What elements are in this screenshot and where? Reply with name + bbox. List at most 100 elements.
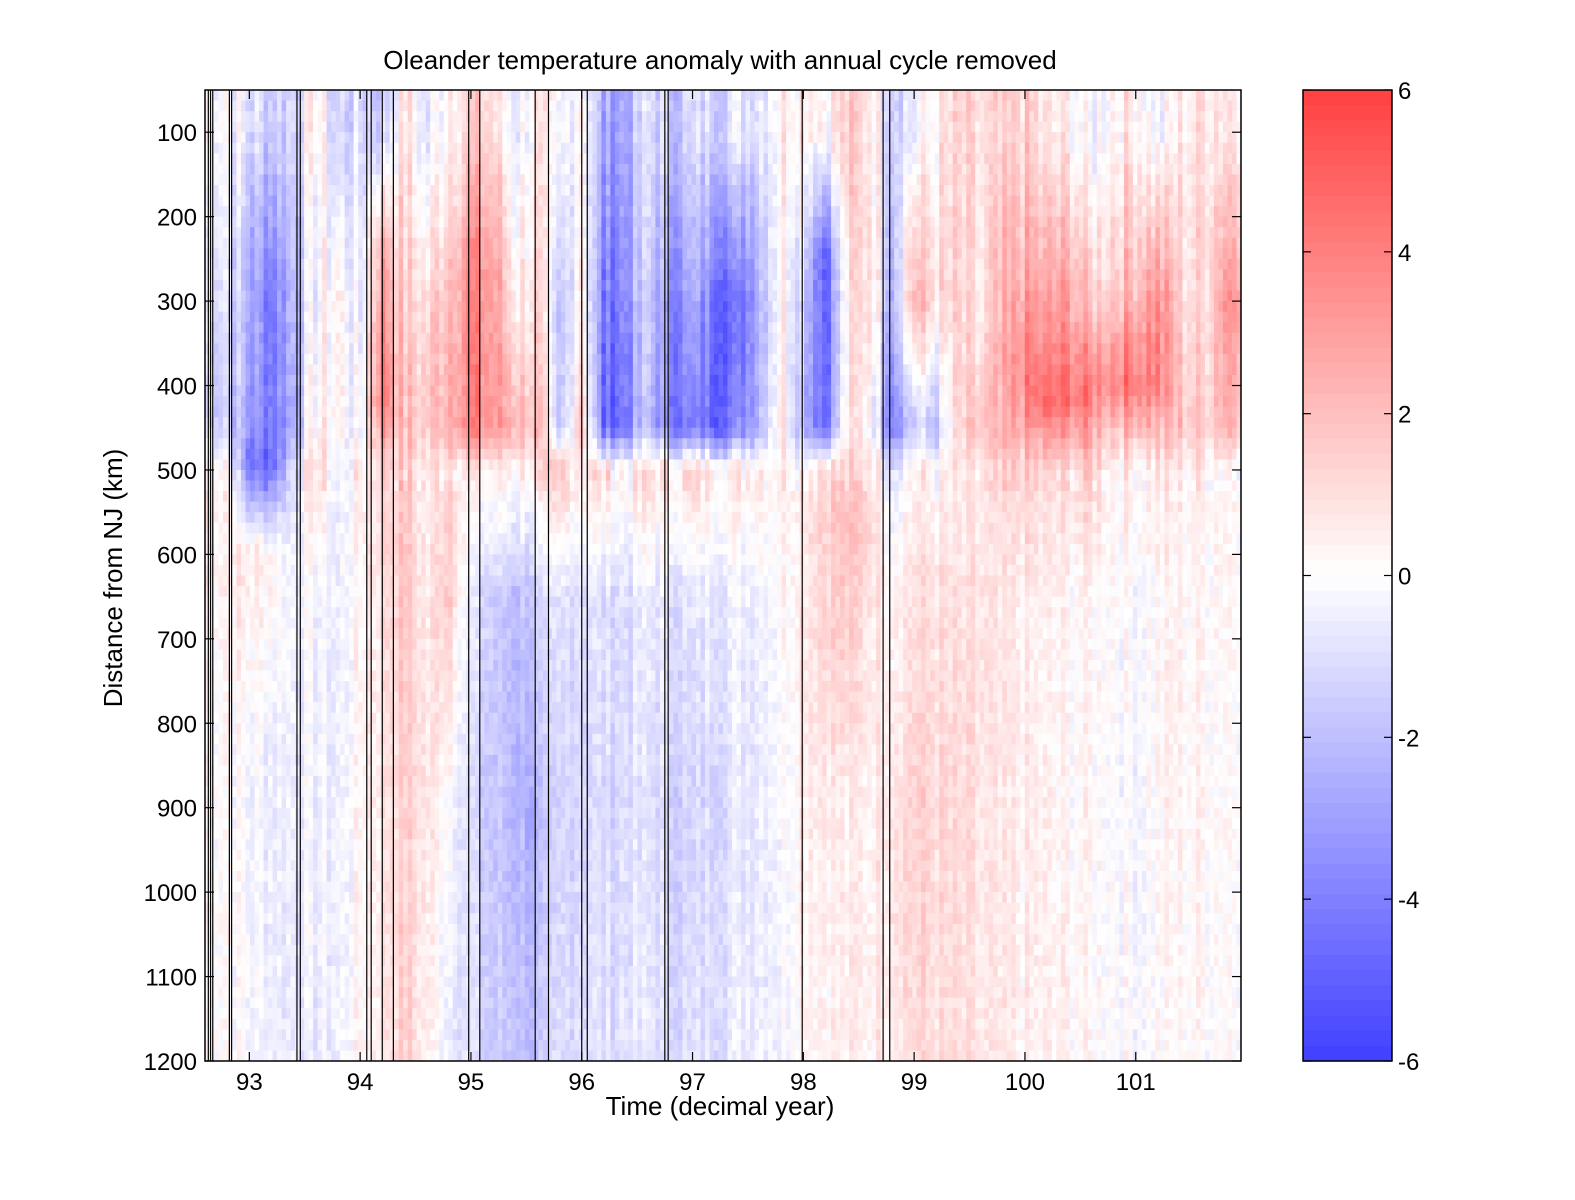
heatmap-cell <box>254 712 260 724</box>
heatmap-cell <box>227 691 233 703</box>
heatmap-cell <box>268 227 274 239</box>
heatmap-cell <box>362 934 368 946</box>
heatmap-cell <box>304 586 310 598</box>
heatmap-cell <box>430 406 436 418</box>
heatmap-cell <box>340 153 346 165</box>
heatmap-cell <box>443 649 449 661</box>
heatmap-cell <box>407 269 413 281</box>
heatmap-cell <box>389 311 395 323</box>
heatmap-cell <box>259 385 265 397</box>
heatmap-cell <box>349 311 355 323</box>
heatmap-cell <box>322 480 328 492</box>
heatmap-cell <box>250 184 256 197</box>
heatmap-cell <box>425 279 431 292</box>
heatmap-cell <box>376 744 382 756</box>
heatmap-cell <box>394 839 400 851</box>
heatmap-cell <box>205 195 211 207</box>
heatmap-cell <box>376 364 382 376</box>
heatmap-cell <box>259 364 265 376</box>
heatmap-cell <box>430 311 436 323</box>
heatmap-cell <box>353 142 359 154</box>
heatmap-cell <box>389 279 395 292</box>
heatmap-cell <box>286 195 292 207</box>
heatmap-cell <box>281 849 287 862</box>
heatmap-cell <box>281 733 287 745</box>
heatmap-cell <box>205 90 211 102</box>
heatmap-cell <box>331 807 337 819</box>
heatmap-cell <box>286 111 292 123</box>
heatmap-cell <box>281 586 287 598</box>
heatmap-cell <box>349 195 355 207</box>
heatmap-cell <box>340 934 346 946</box>
heatmap-cell <box>223 469 229 482</box>
heatmap-cell <box>214 712 220 724</box>
heatmap-cell <box>362 966 368 978</box>
heatmap-cell <box>227 765 233 777</box>
heatmap-cell <box>290 828 296 840</box>
heatmap-cell <box>209 1050 215 1061</box>
heatmap-cell <box>299 406 305 418</box>
heatmap-cell <box>335 311 341 323</box>
heatmap-cell <box>218 754 224 767</box>
heatmap-cell <box>434 163 440 176</box>
heatmap-cell <box>263 385 269 397</box>
heatmap-cell <box>439 332 445 344</box>
heatmap-cell <box>362 216 368 228</box>
heatmap-cell <box>299 913 305 925</box>
heatmap-cell <box>277 385 283 397</box>
heatmap-cell <box>245 934 251 946</box>
heatmap-cell <box>376 142 382 154</box>
heatmap-cell <box>398 733 404 745</box>
heatmap-cell <box>277 248 283 260</box>
heatmap-cell <box>263 892 269 904</box>
heatmap-cell <box>443 269 449 281</box>
heatmap-cell <box>209 301 215 313</box>
heatmap-cell <box>398 163 404 176</box>
heatmap-cell <box>385 892 391 904</box>
heatmap-cell <box>313 1018 319 1030</box>
heatmap-cell <box>371 564 377 577</box>
heatmap-cell <box>214 987 220 999</box>
heatmap-cell <box>416 976 422 988</box>
heatmap-cell <box>317 913 323 925</box>
heatmap-cell <box>367 512 373 524</box>
heatmap-cell <box>331 301 337 313</box>
heatmap-cell <box>358 554 364 566</box>
heatmap-cell <box>272 438 278 450</box>
heatmap-cell <box>340 712 346 724</box>
heatmap-cell <box>403 828 409 840</box>
heatmap-cell <box>443 301 449 313</box>
heatmap-cell <box>443 417 449 429</box>
heatmap-cell <box>263 311 269 323</box>
heatmap-cell <box>439 396 445 408</box>
heatmap-cell <box>205 448 211 460</box>
heatmap-cell <box>209 90 215 102</box>
heatmap-cell <box>380 638 386 650</box>
heatmap-cell <box>236 480 242 492</box>
heatmap-cell <box>443 596 449 608</box>
heatmap-cell <box>232 396 238 408</box>
heatmap-cell <box>205 765 211 777</box>
heatmap-cell <box>358 659 364 672</box>
heatmap-cell <box>425 797 431 809</box>
heatmap-cell <box>223 227 229 239</box>
heatmap-cell <box>223 681 229 693</box>
heatmap-cell <box>223 459 229 471</box>
heatmap-cell <box>259 638 265 650</box>
heatmap-cell <box>421 839 427 851</box>
heatmap-cell <box>290 723 296 735</box>
plot-area <box>204 89 1242 1062</box>
heatmap-cell <box>259 934 265 946</box>
heatmap-cell <box>218 617 224 629</box>
heatmap-cell <box>286 881 292 893</box>
heatmap-cell <box>358 681 364 693</box>
heatmap-cell <box>308 839 314 851</box>
heatmap-cell <box>394 586 400 598</box>
heatmap-cell <box>272 797 278 809</box>
heatmap-cell <box>353 670 359 682</box>
heatmap-cell <box>214 586 220 598</box>
heatmap-cell <box>218 839 224 851</box>
heatmap-cell <box>286 871 292 883</box>
heatmap-cell <box>308 184 314 197</box>
heatmap-cell <box>349 617 355 629</box>
